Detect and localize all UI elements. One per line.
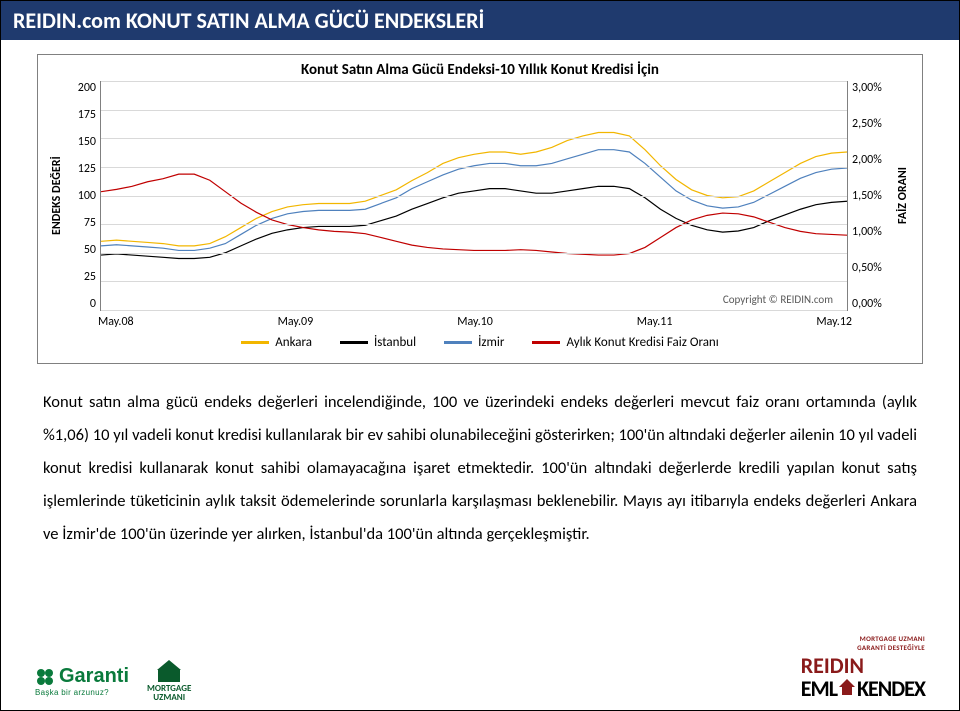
x-tick: May.09 — [278, 315, 314, 329]
legend-item: Ankara — [241, 335, 312, 350]
y-left-tick: 0 — [70, 297, 96, 311]
y-left-tick: 175 — [70, 108, 96, 122]
x-tick: May.12 — [816, 315, 852, 329]
garanti-tagline: Başka bir arzunuz? — [35, 688, 109, 697]
y-axis-left-label: ENDEKS DEĞERİ — [48, 81, 66, 311]
mortgage-uzmani-logo: MORTGAGEUZMANI — [147, 660, 191, 702]
clover-icon — [35, 667, 55, 687]
plot-wrap: ENDEKS DEĞERİ 200 175 150 125 100 75 50 25 0 Cop… — [48, 81, 912, 311]
gridline — [101, 196, 847, 197]
legend-label: İzmir — [478, 335, 504, 350]
chart-copyright: Copyright © REIDIN.com — [723, 293, 833, 306]
garanti-logo: Garanti Başka bir arzunuz? — [35, 665, 129, 697]
series-i̇zmir — [101, 150, 847, 251]
y-left-tick: 125 — [70, 162, 96, 176]
x-tick: May.10 — [457, 315, 493, 329]
house-icon — [838, 678, 856, 696]
y-left-tick: 150 — [70, 135, 96, 149]
house-icon — [157, 660, 181, 670]
y-axis-right-label: FAİZ ORANI — [894, 81, 912, 311]
chart-container: Konut Satın Alma Gücü Endeksi-10 Yıllık … — [37, 54, 923, 364]
x-tick: May.11 — [637, 315, 673, 329]
gridline — [101, 167, 847, 168]
legend-swatch — [241, 341, 269, 344]
reidin-top-text: MORTGAGE UZMANI GARANTİ DESTEĞİYLE — [801, 634, 925, 652]
legend-item: İstanbul — [340, 335, 416, 350]
legend-label: Ankara — [275, 335, 312, 350]
y-axis-left-ticks: 200 175 150 125 100 75 50 25 0 — [66, 81, 100, 311]
gridline — [101, 310, 847, 311]
footer: Garanti Başka bir arzunuz? MORTGAGEUZMAN… — [1, 634, 959, 702]
gridline — [101, 253, 847, 254]
gridline — [101, 110, 847, 111]
y-left-tick: 25 — [70, 270, 96, 284]
legend-item: Aylık Konut Kredisi Faiz Oranı — [532, 335, 718, 350]
reidin-emlakendex-logo: MORTGAGE UZMANI GARANTİ DESTEĞİYLE REIDI… — [801, 634, 925, 702]
gridline — [101, 81, 847, 82]
legend-item: İzmir — [444, 335, 504, 350]
y-left-tick: 50 — [70, 243, 96, 257]
gridline — [101, 138, 847, 139]
y-right-tick: 0,00% — [852, 297, 890, 311]
plot-area: Copyright © REIDIN.com — [100, 81, 848, 311]
legend-label: İstanbul — [374, 335, 416, 350]
chart-legend: Ankara İstanbul İzmir Aylık Konut Kredisi F… — [48, 335, 912, 350]
y-left-tick: 100 — [70, 189, 96, 203]
x-tick: May.08 — [98, 315, 134, 329]
legend-label: Aylık Konut Kredisi Faiz Oranı — [566, 335, 718, 350]
series-ankara — [101, 133, 847, 246]
y-right-tick: 1,50% — [852, 189, 890, 203]
page-title: REIDIN.com KONUT SATIN ALMA GÜCÜ ENDEKSL… — [13, 7, 484, 34]
y-axis-right-ticks: 3,00% 2,50% 2,00% 1,50% 1,00% 0,50% 0,00% — [848, 81, 894, 311]
garanti-name: Garanti — [59, 665, 129, 688]
legend-swatch — [340, 341, 368, 344]
gridline — [101, 224, 847, 225]
legend-swatch — [532, 341, 560, 344]
y-right-tick: 1,00% — [852, 225, 890, 239]
y-right-tick: 0,50% — [852, 261, 890, 275]
y-right-tick: 2,00% — [852, 153, 890, 167]
y-right-tick: 3,00% — [852, 81, 890, 95]
legend-swatch — [444, 341, 472, 344]
y-right-tick: 2,50% — [852, 117, 890, 131]
body-paragraph: Konut satın alma gücü endeks değerleri i… — [43, 386, 917, 551]
page-title-bar: REIDIN.com KONUT SATIN ALMA GÜCÜ ENDEKSL… — [1, 1, 959, 40]
gridline — [101, 281, 847, 282]
footer-left-logos: Garanti Başka bir arzunuz? MORTGAGEUZMAN… — [35, 660, 191, 702]
y-left-tick: 200 — [70, 81, 96, 95]
chart-title: Konut Satın Alma Gücü Endeksi-10 Yıllık … — [48, 61, 912, 79]
x-axis-ticks: May.08 May.09 May.10 May.11 May.12 — [48, 315, 912, 329]
y-left-tick: 75 — [70, 216, 96, 230]
series-aylık-konut-kredisi-faiz-oranı — [101, 174, 847, 255]
